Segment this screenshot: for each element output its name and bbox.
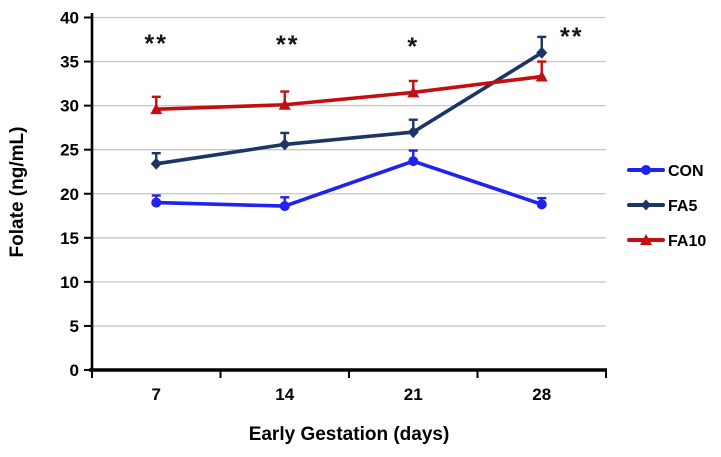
- svg-text:**: **: [276, 31, 299, 59]
- legend-label-con: CON: [668, 163, 704, 180]
- svg-text:15: 15: [60, 229, 79, 248]
- svg-text:**: **: [145, 30, 168, 58]
- fa5-line-marker-icon: [627, 196, 665, 219]
- y-axis-title: Folate (ng/mL): [7, 126, 28, 258]
- svg-text:40: 40: [60, 9, 79, 28]
- legend-label-fa10: FA10: [668, 233, 707, 250]
- fa10-line-marker-icon: [627, 231, 665, 254]
- svg-text:25: 25: [60, 141, 79, 160]
- svg-text:20: 20: [60, 185, 79, 204]
- svg-text:14: 14: [275, 385, 294, 404]
- legend: CON FA5 FA10: [627, 160, 706, 254]
- svg-text:0: 0: [70, 361, 79, 380]
- legend-label-fa5: FA5: [668, 198, 698, 215]
- svg-text:35: 35: [60, 53, 79, 72]
- legend-item-con: CON: [627, 160, 706, 184]
- svg-text:10: 10: [60, 273, 79, 292]
- svg-text:*: *: [407, 33, 419, 61]
- legend-item-fa5: FA5: [627, 195, 706, 219]
- svg-text:28: 28: [532, 385, 551, 404]
- x-axis-title: Early Gestation (days): [248, 424, 450, 445]
- svg-text:21: 21: [404, 385, 423, 404]
- legend-item-fa10: FA10: [627, 230, 706, 254]
- svg-text:**: **: [560, 23, 583, 51]
- svg-text:5: 5: [70, 317, 79, 336]
- svg-text:30: 30: [60, 97, 79, 116]
- svg-text:7: 7: [152, 385, 161, 404]
- con-line-marker-icon: [627, 161, 665, 184]
